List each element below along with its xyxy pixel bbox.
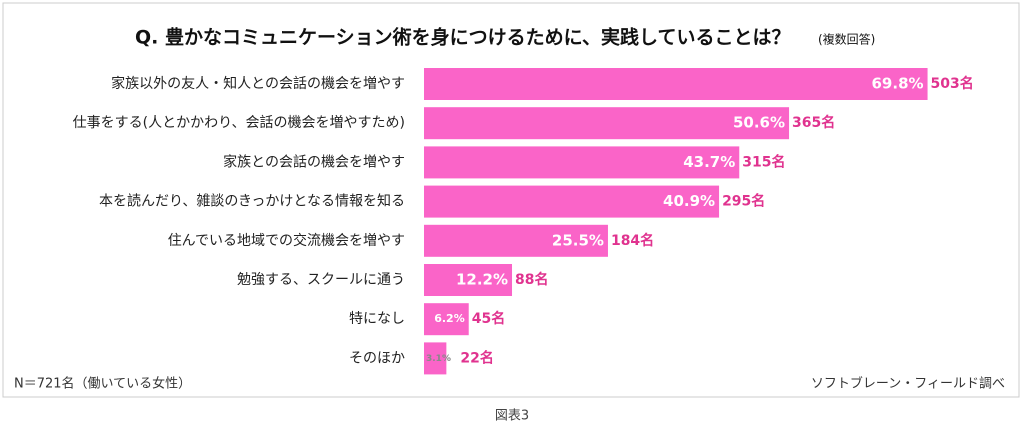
bar xyxy=(424,342,447,375)
value-label: 50.6% xyxy=(733,114,785,132)
y-tick-label: そのほか xyxy=(349,350,405,366)
y-tick-label: 住んでいる地域での交流機会を増やす xyxy=(168,232,405,249)
bar xyxy=(424,224,608,257)
chart-subtitle: (複数回答) xyxy=(818,32,875,47)
bar xyxy=(424,146,740,179)
count-label: 88名 xyxy=(515,271,548,288)
count-label: 503名 xyxy=(931,75,974,92)
bar xyxy=(424,185,720,218)
bar xyxy=(424,264,513,296)
count-label: 22名 xyxy=(460,349,493,366)
bar xyxy=(424,303,469,336)
value-label: 40.9% xyxy=(663,192,715,210)
chart-title: Q. 豊かなコミュニケーション術を身につけるために、実践していることは？ xyxy=(135,26,790,49)
y-tick-label: 仕事をする(人とかかわり、会話の機会を増やすため) xyxy=(73,114,405,131)
count-label: 315名 xyxy=(742,153,785,170)
y-tick-label: 家族以外の友人・知人との会話の機会を増やす xyxy=(111,75,405,92)
frame xyxy=(2,2,1020,398)
note: N＝721名（働いている女性） xyxy=(14,376,191,392)
caption: 図表3 xyxy=(495,409,529,424)
bar xyxy=(424,68,928,100)
count-label: 365名 xyxy=(792,114,835,131)
value-label: 3.1% xyxy=(426,354,451,364)
source: ソフトブレーン・フィールド調べ xyxy=(811,376,1005,392)
count-label: 184名 xyxy=(611,232,654,249)
value-label: 25.5% xyxy=(552,231,604,249)
y-tick-label: 特になし xyxy=(349,311,405,327)
bar xyxy=(424,107,790,140)
value-label: 69.8% xyxy=(872,75,924,93)
value-label: 43.7% xyxy=(683,153,735,171)
y-tick-label: 家族との会話の機会を増やす xyxy=(223,153,405,170)
count-label: 295名 xyxy=(722,193,765,210)
count-label: 45名 xyxy=(472,310,505,327)
value-label: 6.2% xyxy=(434,312,465,325)
value-label: 12.2% xyxy=(456,271,508,289)
y-tick-label: 本を読んだり、雑談のきっかけとなる情報を知る xyxy=(99,193,405,210)
y-tick-label: 勉強する、スクールに通う xyxy=(237,272,405,288)
